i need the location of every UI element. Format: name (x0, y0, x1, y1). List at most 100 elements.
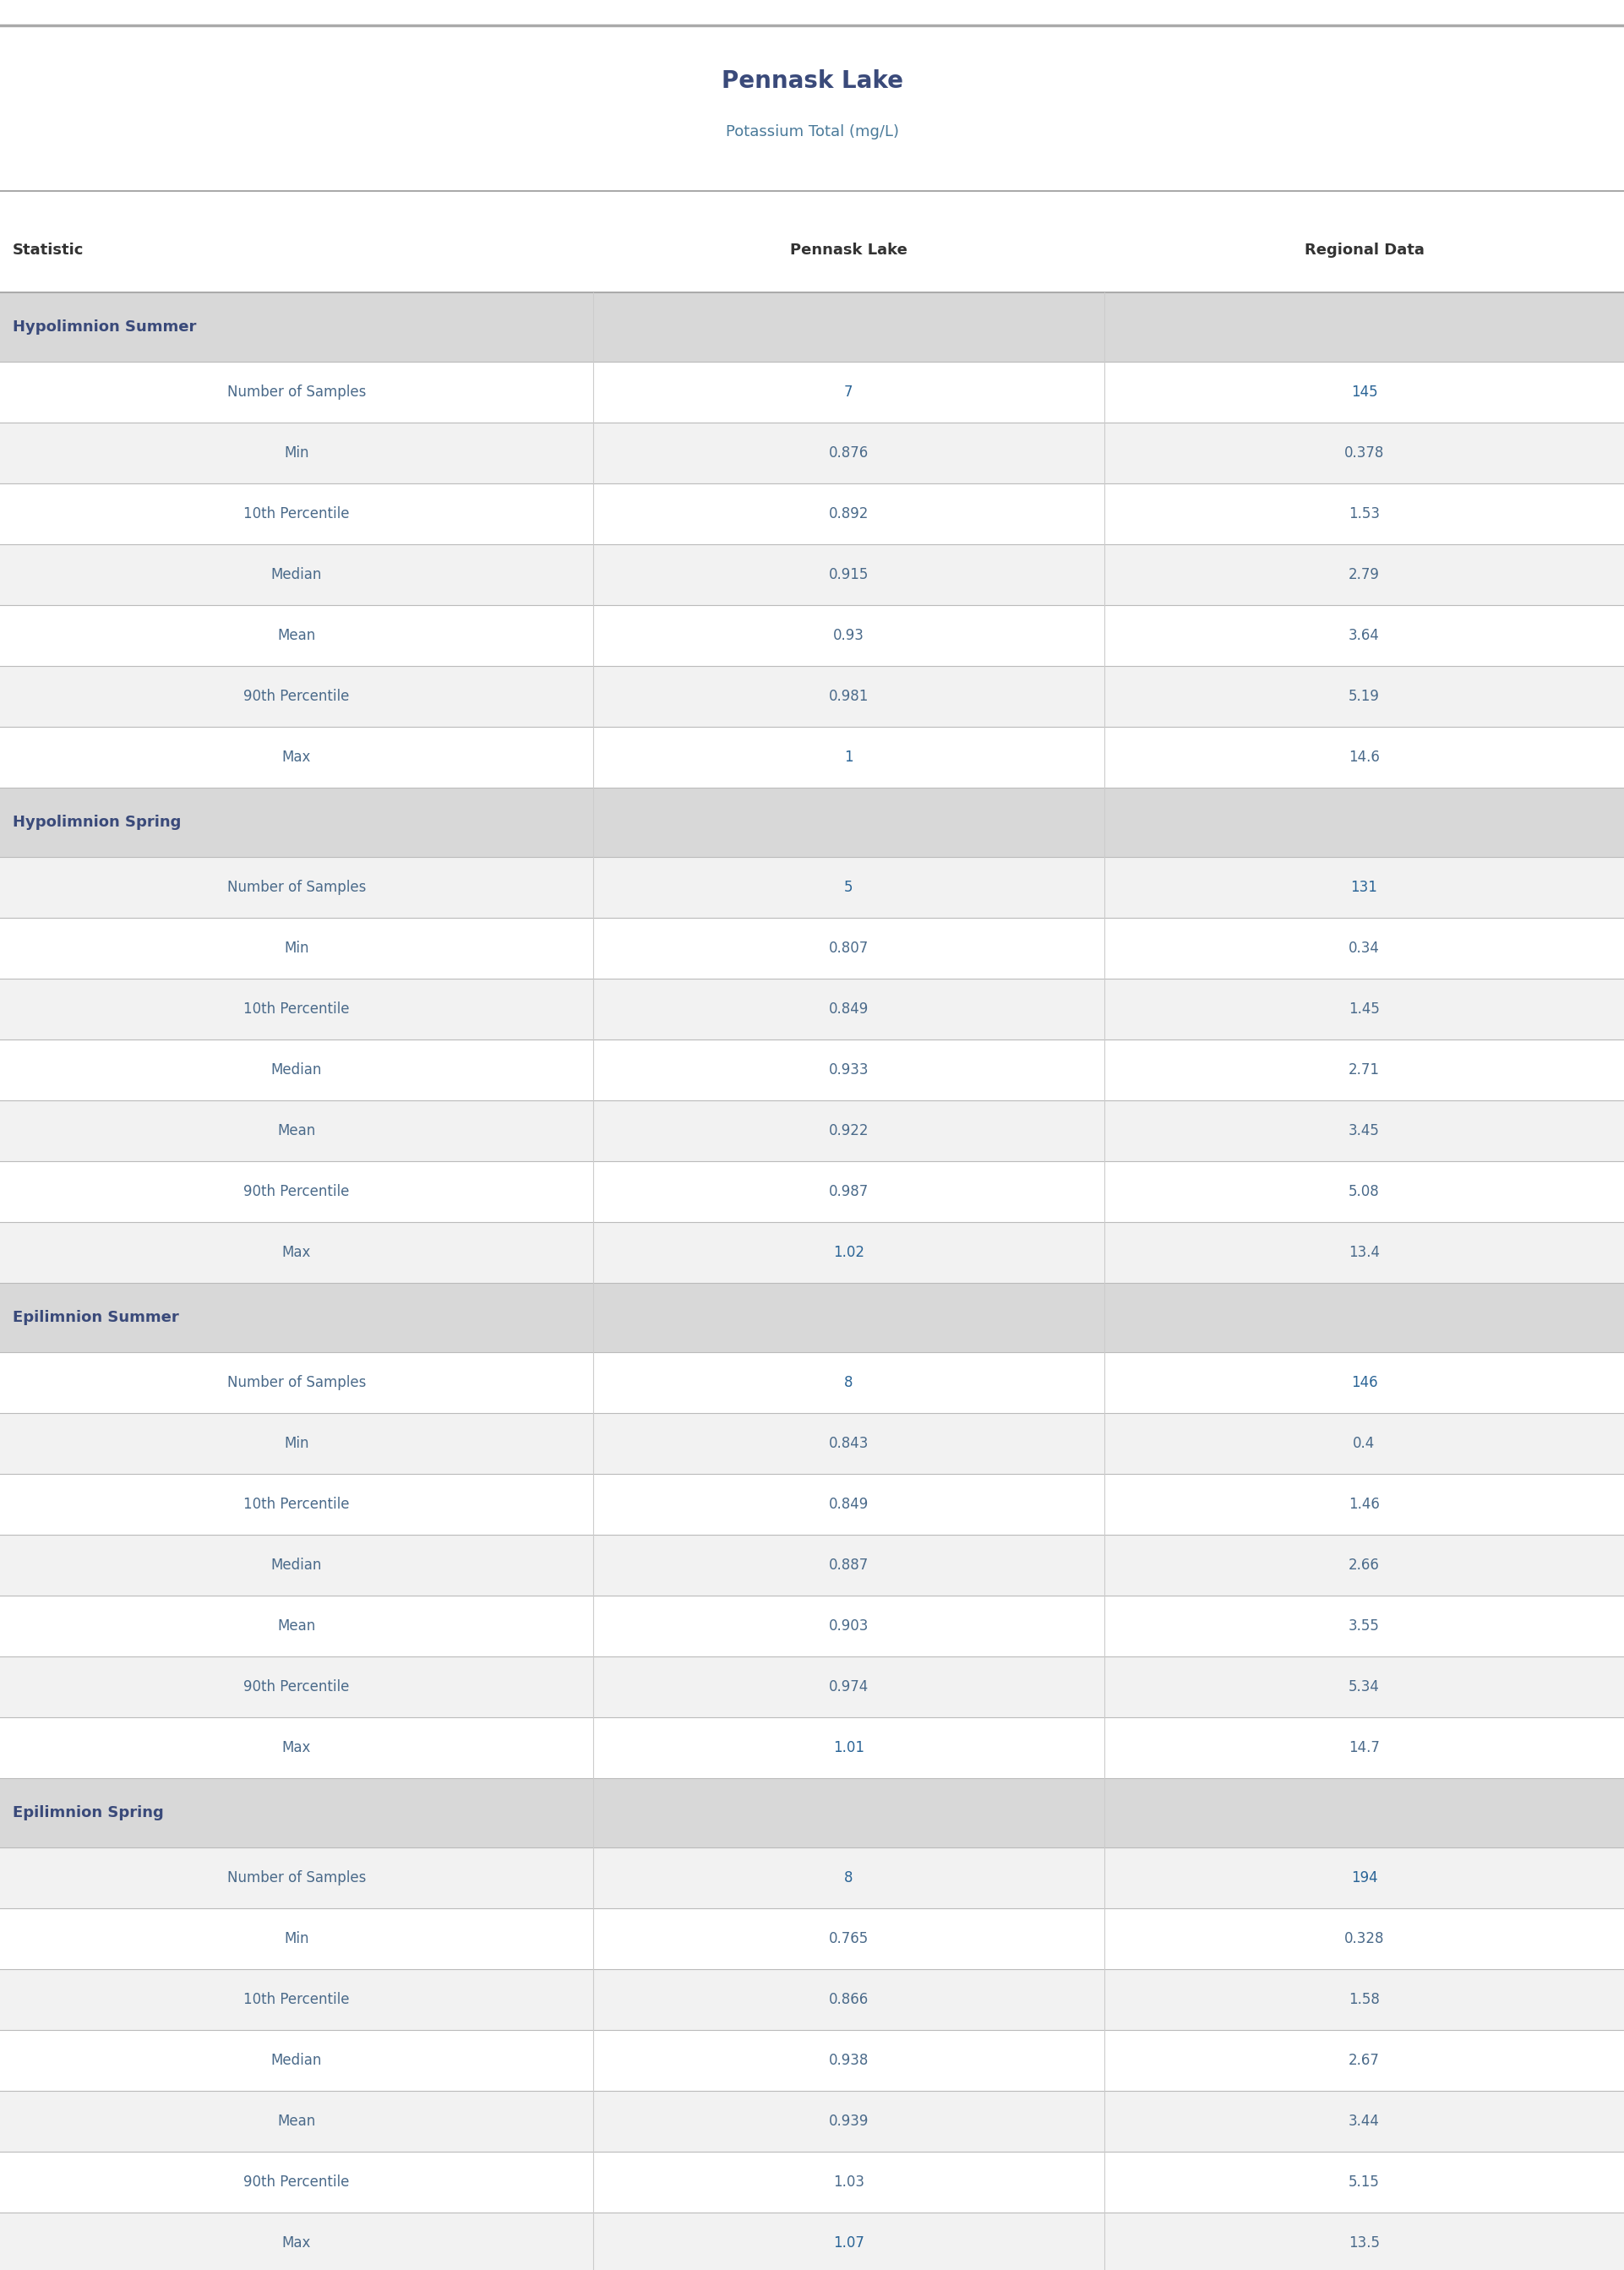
Text: Mean: Mean (278, 629, 315, 642)
Text: Median: Median (271, 1062, 322, 1078)
Bar (0, 1412, 1624, 1473)
Text: 8: 8 (844, 1870, 853, 1886)
Bar (0, 1596, 1624, 1657)
Text: 0.974: 0.974 (828, 1680, 869, 1693)
Text: 0.903: 0.903 (828, 1619, 869, 1634)
Bar (0, 1162, 1624, 1221)
Bar (0, 2091, 1624, 2152)
Text: 2.67: 2.67 (1348, 2052, 1380, 2068)
Text: Hypolimnion Spring: Hypolimnion Spring (13, 815, 182, 831)
Text: Pennask Lake: Pennask Lake (789, 243, 908, 259)
Text: Mean: Mean (278, 2113, 315, 2129)
Text: 0.849: 0.849 (828, 1496, 869, 1512)
Text: 146: 146 (1351, 1376, 1377, 1389)
Bar (0, 545, 1624, 606)
Bar (0, 2029, 1624, 2091)
Text: Median: Median (271, 1557, 322, 1573)
Text: 3.44: 3.44 (1348, 2113, 1380, 2129)
Text: 5.34: 5.34 (1348, 1680, 1380, 1693)
Text: Max: Max (283, 1244, 310, 1260)
Text: 90th Percentile: 90th Percentile (244, 2175, 349, 2191)
Text: Potassium Total (mg/L): Potassium Total (mg/L) (726, 125, 898, 138)
Text: 0.849: 0.849 (828, 1001, 869, 1017)
Text: Number of Samples: Number of Samples (227, 1870, 365, 1886)
Text: 0.876: 0.876 (828, 445, 869, 461)
Text: 13.5: 13.5 (1348, 2236, 1380, 2250)
Text: 0.34: 0.34 (1348, 940, 1380, 956)
Text: Number of Samples: Number of Samples (227, 881, 365, 894)
Text: 90th Percentile: 90th Percentile (244, 1680, 349, 1693)
Bar (0, 1718, 1624, 1777)
Text: Max: Max (283, 2236, 310, 2250)
Bar (0, 1848, 1624, 1909)
Text: 0.938: 0.938 (828, 2052, 869, 2068)
Bar (0, 1535, 1624, 1596)
Text: 0.765: 0.765 (828, 1932, 869, 1945)
Text: 1.03: 1.03 (833, 2175, 864, 2191)
Text: 8: 8 (844, 1376, 853, 1389)
Text: 90th Percentile: 90th Percentile (244, 688, 349, 704)
Text: Min: Min (284, 1437, 309, 1451)
Bar (0, 1968, 1624, 2029)
Text: Min: Min (284, 445, 309, 461)
Text: 10th Percentile: 10th Percentile (244, 1001, 349, 1017)
Text: 2.66: 2.66 (1348, 1557, 1380, 1573)
Text: 2.71: 2.71 (1348, 1062, 1380, 1078)
Text: Max: Max (283, 749, 310, 765)
Text: Epilimnion Spring: Epilimnion Spring (13, 1805, 164, 1821)
Text: 1: 1 (844, 749, 853, 765)
Bar (0, 1909, 1624, 1968)
Bar (0, 606, 1624, 665)
Bar (0, 1221, 1624, 1283)
Text: 1.02: 1.02 (833, 1244, 864, 1260)
Text: 0.922: 0.922 (828, 1124, 869, 1137)
Text: Pennask Lake: Pennask Lake (721, 70, 903, 93)
Text: Max: Max (283, 1741, 310, 1755)
Text: 0.93: 0.93 (833, 629, 864, 642)
Text: Number of Samples: Number of Samples (227, 384, 365, 400)
Text: 1.01: 1.01 (833, 1741, 864, 1755)
Text: 0.807: 0.807 (828, 940, 869, 956)
Bar (0, 1353, 1624, 1412)
Text: 3.55: 3.55 (1348, 1619, 1380, 1634)
Bar (0, 1040, 1624, 1101)
Bar (0, 1473, 1624, 1535)
Bar (0, 1283, 1624, 1353)
Text: Statistic: Statistic (13, 243, 84, 259)
Bar (0, 2152, 1624, 2213)
Text: Min: Min (284, 1932, 309, 1945)
Bar (0, 1777, 1624, 1848)
Bar (0, 917, 1624, 978)
Bar (0, 1657, 1624, 1718)
Text: 0.933: 0.933 (828, 1062, 869, 1078)
Text: 5.19: 5.19 (1348, 688, 1380, 704)
Text: 5.15: 5.15 (1348, 2175, 1380, 2191)
Text: 0.328: 0.328 (1345, 1932, 1384, 1945)
Bar (0, 484, 1624, 545)
Text: 1.46: 1.46 (1348, 1496, 1380, 1512)
Text: 7: 7 (844, 384, 853, 400)
Bar (0, 788, 1624, 858)
Text: 0.378: 0.378 (1345, 445, 1384, 461)
Text: 0.843: 0.843 (828, 1437, 869, 1451)
Text: Median: Median (271, 568, 322, 583)
Text: 0.4: 0.4 (1353, 1437, 1376, 1451)
Bar (0, 978, 1624, 1040)
Text: 10th Percentile: 10th Percentile (244, 1496, 349, 1512)
Text: Mean: Mean (278, 1124, 315, 1137)
Bar (0, 293, 1624, 361)
Text: Number of Samples: Number of Samples (227, 1376, 365, 1389)
Text: 5.08: 5.08 (1348, 1185, 1380, 1199)
Text: Mean: Mean (278, 1619, 315, 1634)
Text: 14.6: 14.6 (1348, 749, 1380, 765)
Text: 5: 5 (844, 881, 853, 894)
Text: 10th Percentile: 10th Percentile (244, 506, 349, 522)
Bar (0, 1101, 1624, 1162)
Text: 1.53: 1.53 (1348, 506, 1380, 522)
Text: 0.915: 0.915 (828, 568, 869, 583)
Text: Min: Min (284, 940, 309, 956)
Bar (0, 361, 1624, 422)
Text: 145: 145 (1351, 384, 1377, 400)
Text: 0.887: 0.887 (828, 1557, 869, 1573)
Text: Hypolimnion Summer: Hypolimnion Summer (13, 320, 197, 334)
